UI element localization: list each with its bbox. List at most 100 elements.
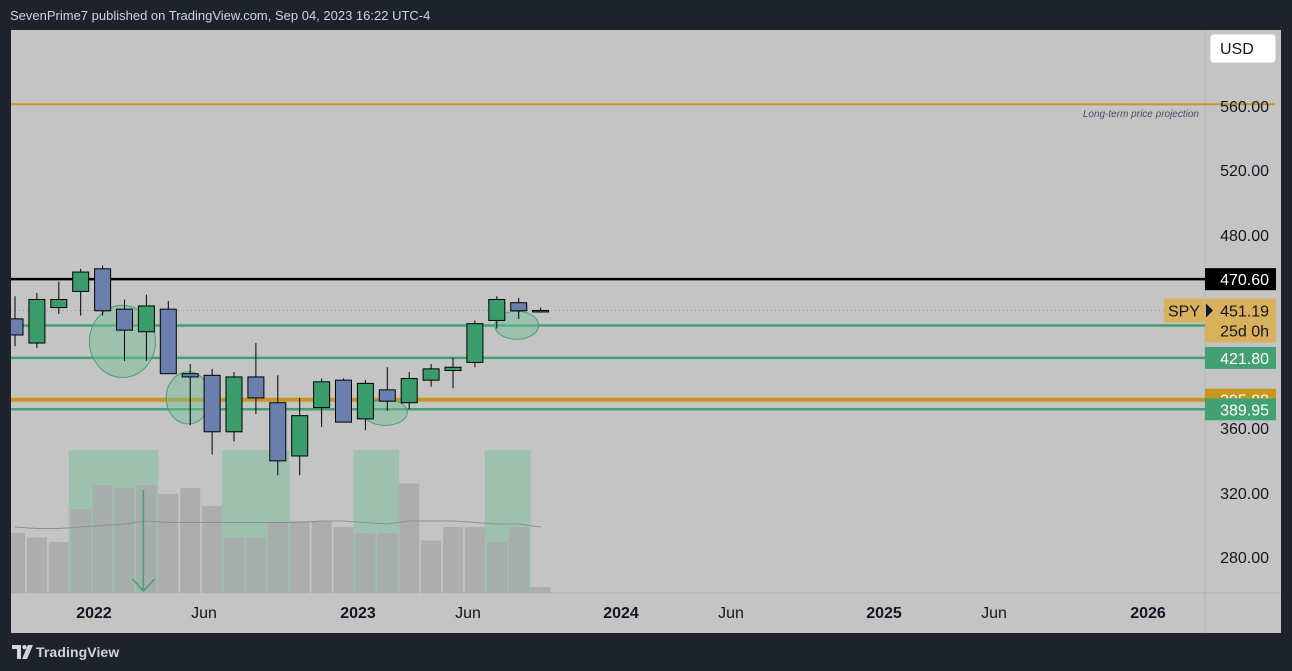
y-tick-label: 520.00 [1220,163,1269,180]
x-tick-label: Jun [718,605,744,622]
volume-bar [443,527,463,593]
down-arrow-head [131,578,155,593]
candle [313,378,331,427]
volume-bar [11,533,25,593]
volume-bar [267,522,288,593]
symbol-badge: SPY [1168,303,1200,320]
chart-area[interactable]: Long-term price projection 560.00 520.00 48… [11,30,1281,633]
candle [203,368,221,455]
candle [422,364,440,387]
candle-body [269,402,287,462]
highlight-ellipse-3 [494,310,540,340]
candle [488,296,506,329]
symbol-badge-bg [1164,298,1204,323]
y-tick-label: 480.00 [1220,228,1269,245]
tradingview-brand: TradingView [36,644,120,660]
candle-body [28,298,46,344]
candle [116,299,133,361]
candle [247,343,265,415]
candle [225,372,243,442]
volume-bar [224,537,244,593]
candle [510,297,528,319]
candle-body [510,302,528,312]
candle [159,301,177,375]
candle-body [225,376,243,433]
x-tick-label: 2023 [340,605,376,622]
tradingview-logo-icon [12,645,33,659]
candle [532,307,550,313]
candle-body [356,382,374,420]
y-tick-label: 560.00 [1220,99,1269,116]
x-tick-label: 2024 [603,605,639,622]
candle-body [94,268,112,312]
price-badge-0: 470.60 [1220,272,1269,289]
volume-bar [245,537,266,593]
volume-bar [377,533,398,593]
volume-bar [289,521,310,593]
candle [335,378,352,423]
last-price-marker-icon [1206,303,1213,318]
volume-bar [486,542,507,593]
publish-line: SevenPrime7 published on TradingView.com… [10,8,431,23]
candle [72,268,90,316]
candle-body [313,381,331,409]
x-tick-label: Jun [191,605,217,622]
last-price-label: 451.19 [1220,303,1269,320]
volume-bar [508,527,529,593]
bar-countdown-label: 25d 0h [1220,323,1269,340]
volume-bar [26,537,47,593]
candle-body [335,379,352,423]
y-tick-label: 320.00 [1220,486,1269,503]
volume-bar [399,483,420,593]
candle-body [466,323,484,363]
candle [269,375,287,476]
currency-button[interactable]: USD [1210,34,1276,63]
candle-body [116,308,133,331]
footer: TradingView [0,633,1292,671]
publish-header: SevenPrime7 published on TradingView.com… [0,0,1292,30]
candle [444,357,462,389]
highlight-ellipse-1 [165,371,211,425]
candle [50,281,68,315]
candle [291,397,309,476]
volume-bar [48,542,69,593]
candle [137,294,155,361]
y-tick-label: 280.00 [1220,550,1269,567]
candle [11,296,24,347]
candle-body [488,298,506,321]
price-badge-bg-2 [1205,346,1276,369]
volume-bar [70,509,91,593]
candle-body [444,366,462,371]
candle [28,293,46,348]
candle [400,372,418,410]
candle-body [422,368,440,381]
candle-body [400,378,418,404]
candle-body [159,308,177,375]
price-badge-bg-4 [1205,398,1276,421]
candle-body [181,373,199,378]
volume-bar [530,587,551,593]
candle [378,367,396,411]
candle-body [532,309,550,313]
volume-bar [180,488,201,593]
volume-bar [311,521,332,593]
candle [356,380,374,431]
volume-bar [114,488,135,593]
candle-body [247,376,265,399]
x-tick-label: 2026 [1130,605,1166,622]
x-tick-label: 2022 [76,605,112,622]
volume-bar [136,485,157,593]
candle-body [378,389,396,402]
volume-bar [158,494,179,593]
candle-body [11,318,24,336]
x-tick-label: 2025 [866,605,902,622]
candle-body [203,374,221,433]
price-chart[interactable]: Long-term price projection 560.00 520.00 48… [11,30,1281,633]
volume-bar [92,485,113,593]
candle-body [72,271,90,292]
y-tick-label: 360.00 [1220,421,1269,438]
volume-bar [421,540,442,593]
candle [466,320,484,368]
candle [181,364,199,426]
price-badge-2: 421.80 [1220,351,1269,368]
